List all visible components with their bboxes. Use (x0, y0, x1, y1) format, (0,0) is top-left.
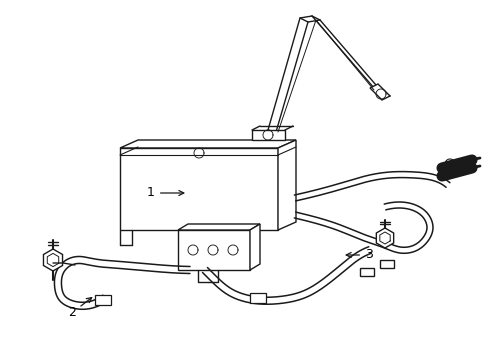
Polygon shape (43, 249, 62, 271)
Polygon shape (376, 228, 393, 248)
Bar (379, 260, 393, 268)
Polygon shape (251, 130, 285, 140)
Text: 3: 3 (346, 248, 372, 261)
Polygon shape (120, 140, 295, 148)
Text: 1: 1 (147, 186, 183, 199)
Polygon shape (369, 84, 389, 100)
Bar (178, 230, 249, 270)
Polygon shape (278, 140, 295, 230)
Text: 2: 2 (68, 298, 92, 320)
Bar (95, 295, 111, 305)
Bar (359, 268, 373, 276)
Bar (249, 293, 265, 303)
Polygon shape (249, 224, 260, 270)
Bar (120, 148, 278, 230)
Polygon shape (178, 224, 260, 230)
